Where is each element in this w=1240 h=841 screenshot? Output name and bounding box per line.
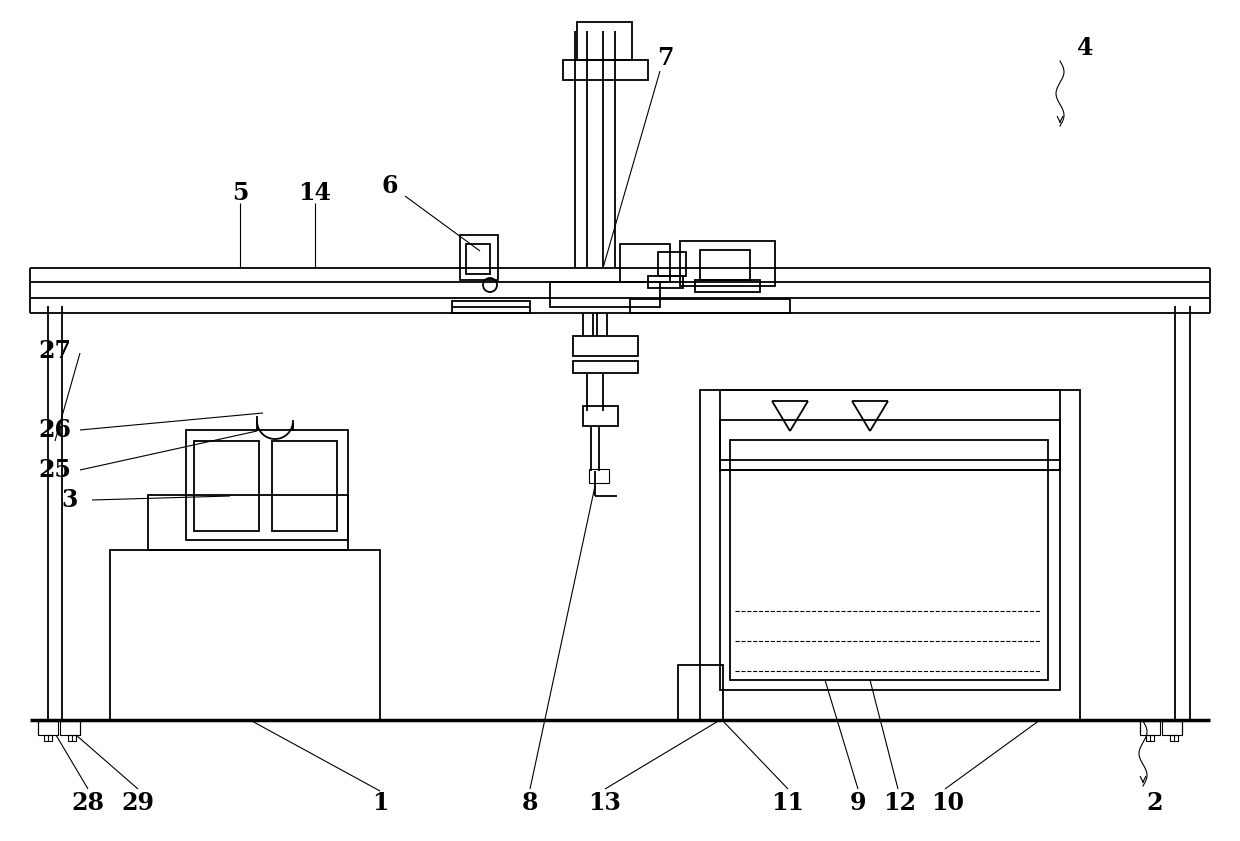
Bar [186, 430, 348, 540]
Bar [720, 420, 1060, 690]
Bar [583, 406, 618, 426]
Bar [649, 276, 683, 288]
Bar [573, 361, 639, 373]
Bar [577, 22, 632, 60]
Text: 7: 7 [657, 46, 673, 70]
Bar [1171, 735, 1178, 741]
Text: 4: 4 [1076, 36, 1094, 60]
Bar [148, 495, 348, 550]
Bar [701, 250, 750, 280]
Bar [1140, 721, 1159, 735]
Text: 13: 13 [589, 791, 621, 815]
Bar [678, 665, 723, 720]
Bar [720, 390, 1060, 470]
Bar [453, 301, 529, 313]
Text: 9: 9 [849, 791, 867, 815]
Bar [68, 735, 76, 741]
Text: 29: 29 [122, 791, 155, 815]
Text: 12: 12 [883, 791, 916, 815]
Bar [680, 241, 775, 286]
Bar [460, 235, 498, 280]
Bar [658, 252, 686, 276]
Text: 27: 27 [38, 339, 72, 363]
Bar [563, 60, 649, 80]
Text: 5: 5 [232, 181, 248, 205]
Bar [589, 469, 609, 483]
Bar [730, 440, 1048, 680]
Bar [272, 441, 337, 531]
Bar [573, 336, 639, 356]
Bar [551, 282, 660, 307]
Text: 2: 2 [1147, 791, 1163, 815]
Bar [694, 280, 760, 292]
Text: 3: 3 [62, 488, 78, 512]
Text: 14: 14 [299, 181, 331, 205]
Bar [701, 390, 1080, 720]
Bar [193, 441, 259, 531]
Bar [1146, 735, 1154, 741]
Bar [43, 735, 52, 741]
Bar [60, 721, 81, 735]
Text: 28: 28 [72, 791, 104, 815]
Bar [720, 460, 1060, 470]
Bar [38, 721, 58, 735]
Text: 6: 6 [382, 174, 398, 198]
Bar [630, 299, 790, 313]
Text: 1: 1 [372, 791, 388, 815]
Text: 26: 26 [38, 418, 72, 442]
Bar [620, 244, 670, 282]
Bar [1162, 721, 1182, 735]
Bar [110, 550, 379, 720]
Text: 25: 25 [38, 458, 72, 482]
Text: 8: 8 [522, 791, 538, 815]
Bar [466, 244, 490, 274]
Text: 11: 11 [771, 791, 805, 815]
Text: 10: 10 [931, 791, 965, 815]
